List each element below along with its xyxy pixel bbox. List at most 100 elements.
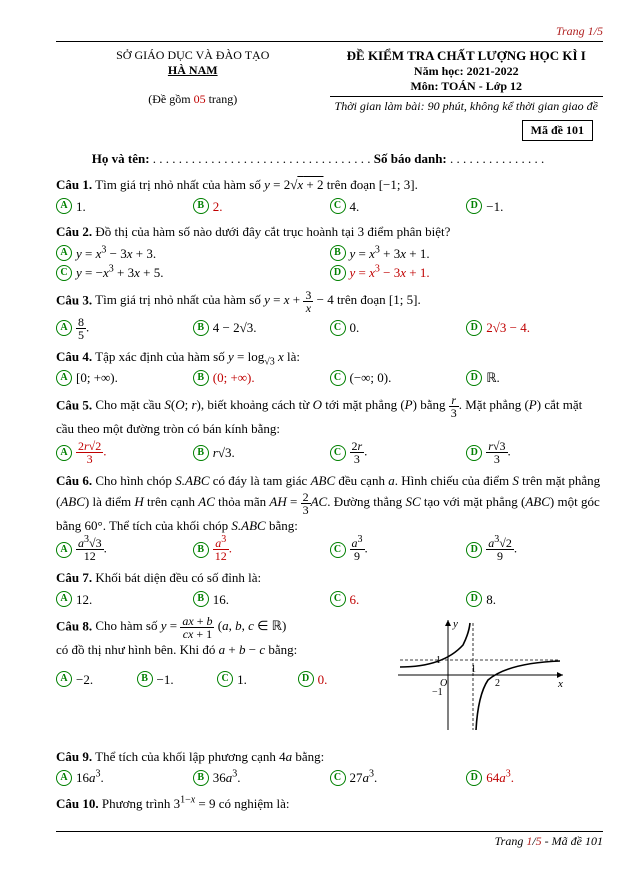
svg-text:1: 1 bbox=[436, 655, 441, 666]
opt-circle: A bbox=[56, 320, 72, 336]
id-label: Số báo danh: bbox=[374, 151, 447, 166]
opt-circle: D bbox=[466, 770, 482, 786]
question-3: Câu 3. Tìm giá trị nhỏ nhất của hàm số y… bbox=[56, 289, 603, 341]
q7-D: 8. bbox=[486, 590, 496, 610]
svg-text:1: 1 bbox=[471, 664, 476, 675]
q9-B: 36a3. bbox=[213, 768, 241, 788]
q1-A: 1. bbox=[76, 197, 86, 217]
q2-B: y = x3 + 3x + 1. bbox=[350, 244, 430, 264]
opt-circle: C bbox=[56, 265, 72, 281]
opt-circle: B bbox=[137, 671, 153, 687]
question-9: Câu 9. Thể tích của khối lập phương cạnh… bbox=[56, 747, 603, 788]
q6-label: Câu 6. bbox=[56, 473, 92, 488]
opt-circle: A bbox=[56, 198, 72, 214]
q9-options: A16a3. B36a3. C27a3. D64a3. bbox=[56, 768, 603, 788]
opt-circle: B bbox=[193, 542, 209, 558]
opt-circle: A bbox=[56, 542, 72, 558]
question-10: Câu 10. Phương trình 31−x = 9 có nghiệm … bbox=[56, 794, 603, 814]
q5-label: Câu 5. bbox=[56, 397, 92, 412]
opt-circle: B bbox=[193, 770, 209, 786]
q5-text: Cho mặt cầu S(O; r), biết khoảng cách từ… bbox=[56, 397, 582, 436]
q4-text: Tập xác định của hàm số y = log√3 x là: bbox=[95, 349, 300, 364]
q8-options: A−2. B−1. C1. D0. bbox=[56, 670, 378, 690]
dept-line: SỞ GIÁO DỤC VÀ ĐÀO TẠO bbox=[56, 48, 330, 63]
q8-B: −1. bbox=[157, 670, 174, 690]
opt-circle: A bbox=[56, 770, 72, 786]
q7-options: A12. B16. C6. D8. bbox=[56, 590, 603, 610]
opt-circle: C bbox=[217, 671, 233, 687]
page-count-note: (Đề gồm 05 trang) bbox=[56, 92, 330, 107]
q10-label: Câu 10. bbox=[56, 796, 99, 811]
opt-circle: A bbox=[56, 591, 72, 607]
question-6: Câu 6. Cho hình chóp S.ABC có đáy là tam… bbox=[56, 471, 603, 562]
q1-C: 4. bbox=[350, 197, 360, 217]
subject: Môn: TOÁN - Lớp 12 bbox=[330, 79, 604, 94]
question-2: Câu 2. Đồ thị của hàm số nào dưới đây cắ… bbox=[56, 222, 603, 283]
q8-label: Câu 8. bbox=[56, 618, 92, 633]
q2-D: y = x3 − 3x + 1. bbox=[350, 263, 430, 283]
q1-options: A1. B2. C4. D−1. bbox=[56, 197, 603, 217]
q5-B: r√3. bbox=[213, 443, 235, 463]
opt-circle: A bbox=[56, 671, 72, 687]
q9-label: Câu 9. bbox=[56, 749, 92, 764]
q9-text: Thể tích của khối lập phương cạnh 4a bằn… bbox=[95, 749, 324, 764]
q9-D: 64a3. bbox=[486, 768, 514, 788]
footer: Trang 1/5 - Mã đề 101 bbox=[56, 834, 603, 849]
question-5: Câu 5. Cho mặt cầu S(O; r), biết khoảng … bbox=[56, 394, 603, 466]
opt-circle: D bbox=[466, 445, 482, 461]
question-7: Câu 7. Khối bát diện đều có số đỉnh là: … bbox=[56, 568, 603, 609]
q7-A: 12. bbox=[76, 590, 92, 610]
q7-B: 16. bbox=[213, 590, 229, 610]
opt-circle: D bbox=[330, 265, 346, 281]
page-indicator-top: Trang 1/5 bbox=[56, 24, 603, 39]
q3-D: 2√3 − 4. bbox=[486, 318, 530, 338]
q4-options: A[0; +∞). B(0; +∞). C(−∞; 0). Dℝ. bbox=[56, 368, 603, 388]
opt-circle: A bbox=[56, 445, 72, 461]
q5-options: A2r√23. Br√3. C2r3. Dr√33. bbox=[56, 440, 603, 465]
q4-A: [0; +∞). bbox=[76, 368, 118, 388]
exam-title: ĐỀ KIỂM TRA CHẤT LƯỢNG HỌC KÌ I bbox=[330, 48, 604, 64]
opt-circle: B bbox=[193, 370, 209, 386]
q4-C: (−∞; 0). bbox=[350, 368, 392, 388]
q6-C: a39. bbox=[350, 537, 368, 562]
top-rule bbox=[56, 41, 603, 42]
q8-C: 1. bbox=[237, 670, 247, 690]
opt-circle: D bbox=[466, 542, 482, 558]
opt-circle: C bbox=[330, 770, 346, 786]
q9-A: 16a3. bbox=[76, 768, 104, 788]
opt-circle: D bbox=[466, 198, 482, 214]
header-left: SỞ GIÁO DỤC VÀ ĐÀO TẠO HÀ NAM (Đề gồm 05… bbox=[56, 48, 330, 141]
q8-D: 0. bbox=[318, 670, 328, 690]
opt-circle: A bbox=[56, 370, 72, 386]
q4-B: (0; +∞). bbox=[213, 368, 255, 388]
opt-circle: D bbox=[466, 370, 482, 386]
q7-label: Câu 7. bbox=[56, 570, 92, 585]
q3-options: A85. B4 − 2√3. C0. D2√3 − 4. bbox=[56, 316, 603, 341]
fill-line: Họ và tên: . . . . . . . . . . . . . . .… bbox=[56, 151, 603, 167]
q6-options: Aa3√312. Ba312. Ca39. Da3√29. bbox=[56, 537, 603, 562]
q2-A: y = x3 − 3x + 3. bbox=[76, 244, 156, 264]
opt-circle: C bbox=[330, 542, 346, 558]
q2-options: Ay = x3 − 3x + 3. By = x3 + 3x + 1. Cy =… bbox=[56, 244, 603, 283]
q2-text: Đồ thị của hàm số nào dưới đây cắt trục … bbox=[95, 224, 450, 239]
q3-label: Câu 3. bbox=[56, 292, 92, 307]
opt-circle: B bbox=[330, 245, 346, 261]
q3-C: 0. bbox=[350, 318, 360, 338]
opt-circle: C bbox=[330, 198, 346, 214]
question-4: Câu 4. Tập xác định của hàm số y = log√3… bbox=[56, 347, 603, 388]
header-right: ĐỀ KIỂM TRA CHẤT LƯỢNG HỌC KÌ I Năm học:… bbox=[330, 48, 604, 141]
svg-text:−1: −1 bbox=[432, 687, 443, 698]
opt-circle: C bbox=[330, 445, 346, 461]
q3-A: 85. bbox=[76, 316, 89, 341]
q6-B: a312. bbox=[213, 537, 232, 562]
opt-circle: B bbox=[193, 591, 209, 607]
opt-circle: C bbox=[330, 370, 346, 386]
school-year: Năm học: 2021-2022 bbox=[330, 64, 604, 79]
q9-C: 27a3. bbox=[350, 768, 378, 788]
opt-circle: C bbox=[330, 320, 346, 336]
q6-A: a3√312. bbox=[76, 537, 107, 562]
opt-circle: D bbox=[466, 591, 482, 607]
q1-D: −1. bbox=[486, 197, 503, 217]
opt-circle: C bbox=[330, 591, 346, 607]
y-axis-label: y bbox=[452, 618, 458, 630]
